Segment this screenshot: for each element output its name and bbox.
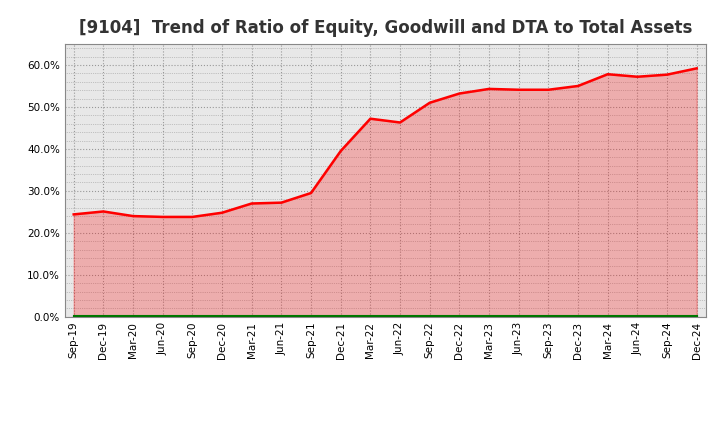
Goodwill [574, 314, 582, 319]
Deferred Tax Assets [693, 313, 701, 319]
Deferred Tax Assets [426, 313, 434, 319]
Goodwill [485, 314, 493, 319]
Equity [277, 200, 286, 205]
Deferred Tax Assets [574, 313, 582, 319]
Equity [129, 213, 138, 219]
Deferred Tax Assets [633, 313, 642, 319]
Deferred Tax Assets [277, 313, 286, 319]
Equity [248, 201, 256, 206]
Equity [455, 91, 464, 96]
Goodwill [307, 314, 315, 319]
Deferred Tax Assets [188, 313, 197, 319]
Goodwill [544, 314, 553, 319]
Deferred Tax Assets [485, 313, 493, 319]
Equity [99, 209, 108, 214]
Goodwill [188, 314, 197, 319]
Goodwill [662, 314, 671, 319]
Deferred Tax Assets [514, 313, 523, 319]
Equity [485, 86, 493, 92]
Goodwill [99, 314, 108, 319]
Goodwill [396, 314, 405, 319]
Goodwill [633, 314, 642, 319]
Goodwill [366, 314, 374, 319]
Equity [396, 120, 405, 125]
Equity [574, 83, 582, 88]
Deferred Tax Assets [307, 313, 315, 319]
Goodwill [158, 314, 167, 319]
Equity [69, 212, 78, 217]
Goodwill [603, 314, 612, 319]
Goodwill [514, 314, 523, 319]
Equity [693, 66, 701, 71]
Equity [514, 87, 523, 92]
Equity [662, 72, 671, 77]
Equity [544, 87, 553, 92]
Deferred Tax Assets [544, 313, 553, 319]
Deferred Tax Assets [99, 313, 108, 319]
Deferred Tax Assets [336, 313, 345, 319]
Line: Equity: Equity [73, 68, 697, 217]
Goodwill [217, 314, 226, 319]
Deferred Tax Assets [366, 313, 374, 319]
Deferred Tax Assets [662, 313, 671, 319]
Deferred Tax Assets [217, 313, 226, 319]
Goodwill [129, 314, 138, 319]
Goodwill [336, 314, 345, 319]
Equity [366, 116, 374, 121]
Goodwill [455, 314, 464, 319]
Equity [603, 72, 612, 77]
Equity [633, 74, 642, 79]
Equity [217, 210, 226, 215]
Deferred Tax Assets [396, 313, 405, 319]
Equity [158, 214, 167, 220]
Deferred Tax Assets [158, 313, 167, 319]
Equity [307, 191, 315, 196]
Deferred Tax Assets [455, 313, 464, 319]
Deferred Tax Assets [603, 313, 612, 319]
Goodwill [248, 314, 256, 319]
Equity [426, 100, 434, 106]
Goodwill [69, 314, 78, 319]
Goodwill [693, 314, 701, 319]
Equity [336, 148, 345, 154]
Goodwill [277, 314, 286, 319]
Equity [188, 214, 197, 220]
Deferred Tax Assets [248, 313, 256, 319]
Title: [9104]  Trend of Ratio of Equity, Goodwill and DTA to Total Assets: [9104] Trend of Ratio of Equity, Goodwil… [78, 19, 692, 37]
Deferred Tax Assets [69, 313, 78, 319]
Deferred Tax Assets [129, 313, 138, 319]
Goodwill [426, 314, 434, 319]
